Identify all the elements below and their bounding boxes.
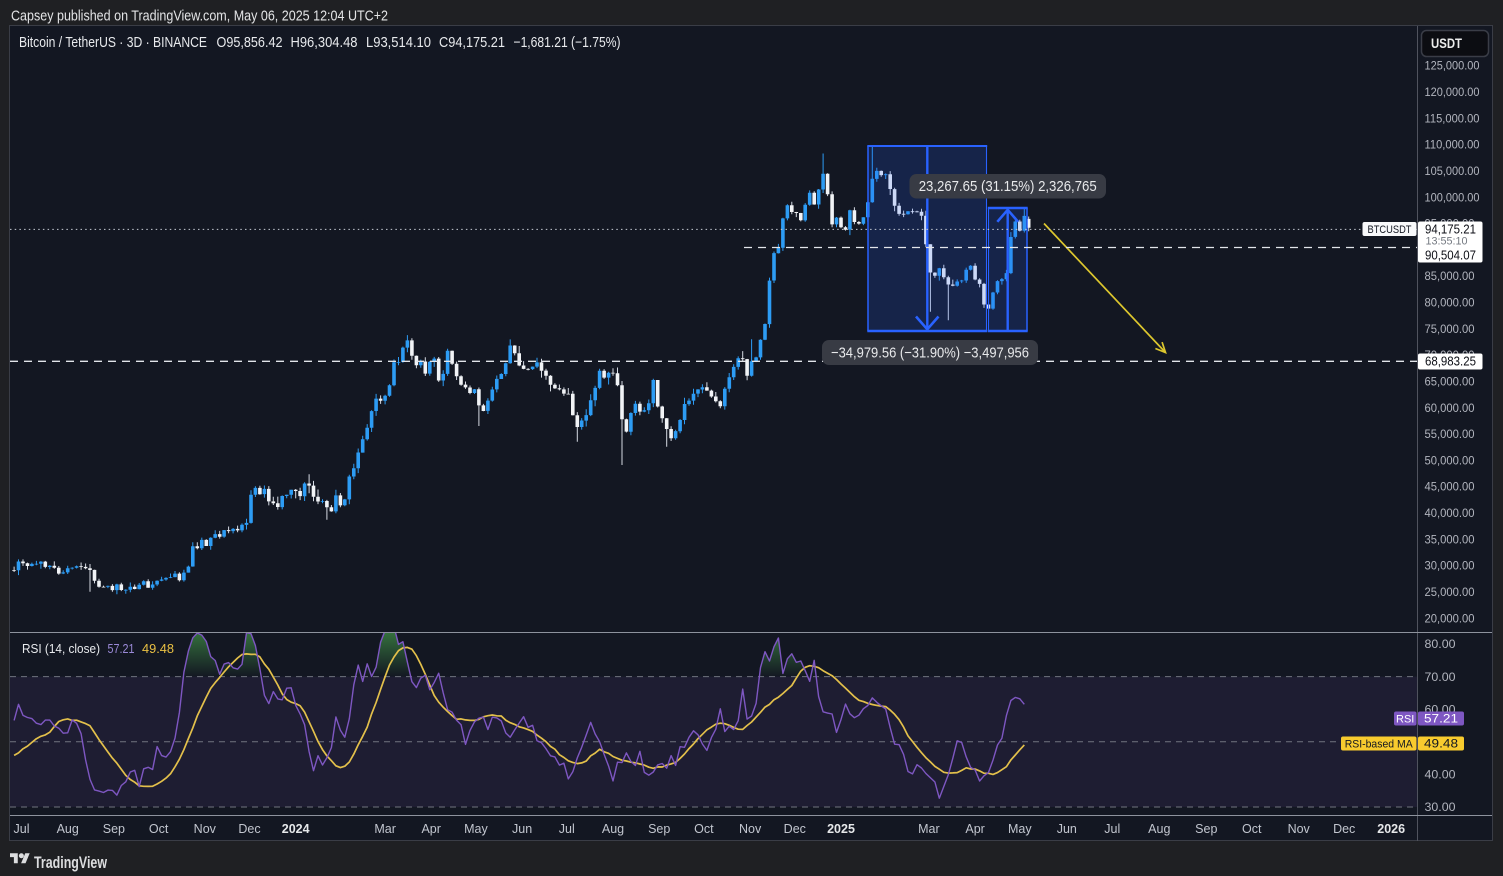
svg-text:125,000.00: 125,000.00 [1425, 59, 1480, 73]
svg-text:Nov: Nov [1288, 822, 1311, 836]
svg-text:Sep: Sep [648, 822, 670, 836]
svg-text:Jul: Jul [1104, 822, 1120, 836]
svg-text:May: May [1008, 822, 1032, 836]
svg-text:65,000.00: 65,000.00 [1425, 375, 1475, 389]
svg-text:2025: 2025 [827, 822, 855, 836]
svg-text:USDT: USDT [1431, 35, 1462, 51]
svg-text:Jul: Jul [559, 822, 575, 836]
svg-text:2026: 2026 [1377, 822, 1405, 836]
svg-text:Bitcoin / TetherUS · 3D · BINA: Bitcoin / TetherUS · 3D · BINANCE [19, 35, 207, 51]
svg-text:Oct: Oct [694, 822, 714, 836]
svg-text:110,000.00: 110,000.00 [1425, 138, 1480, 152]
svg-text:RSI: RSI [1396, 714, 1414, 726]
svg-text:Dec: Dec [784, 822, 806, 836]
svg-text:49.48: 49.48 [1424, 739, 1458, 751]
svg-text:Apr: Apr [421, 822, 440, 836]
svg-text:Dec: Dec [1333, 822, 1355, 836]
svg-text:90,504.07: 90,504.07 [1425, 247, 1476, 262]
svg-text:C94,175.21: C94,175.21 [439, 35, 505, 51]
svg-text:75,000.00: 75,000.00 [1425, 322, 1475, 336]
svg-text:TradingView: TradingView [34, 854, 107, 872]
svg-text:13:55:10: 13:55:10 [1426, 235, 1468, 247]
svg-text:105,000.00: 105,000.00 [1425, 164, 1480, 178]
svg-text:115,000.00: 115,000.00 [1425, 111, 1480, 125]
svg-text:30.00: 30.00 [1425, 800, 1456, 814]
svg-text:Mar: Mar [918, 822, 940, 836]
svg-text:85,000.00: 85,000.00 [1425, 269, 1475, 283]
svg-text:RSI (14, close): RSI (14, close) [22, 642, 100, 656]
svg-text:Capsey published on TradingVie: Capsey published on TradingView.com, May… [11, 8, 388, 25]
svg-text:Aug: Aug [57, 822, 79, 836]
svg-text:94,175.21: 94,175.21 [1425, 221, 1476, 236]
svg-text:100,000.00: 100,000.00 [1425, 190, 1480, 204]
svg-text:2024: 2024 [282, 822, 310, 836]
svg-text:35,000.00: 35,000.00 [1425, 532, 1475, 546]
svg-text:60,000.00: 60,000.00 [1425, 401, 1475, 415]
svg-text:BTCUSDT: BTCUSDT [1368, 224, 1412, 236]
svg-text:49.48: 49.48 [142, 642, 174, 656]
svg-text:H96,304.48: H96,304.48 [291, 35, 358, 51]
svg-text:Aug: Aug [1148, 822, 1170, 836]
svg-text:L93,514.10: L93,514.10 [366, 35, 431, 51]
svg-text:30,000.00: 30,000.00 [1425, 559, 1475, 573]
svg-text:O95,856.42: O95,856.42 [217, 35, 283, 51]
svg-text:70.00: 70.00 [1425, 670, 1456, 684]
svg-text:120,000.00: 120,000.00 [1425, 85, 1480, 99]
svg-text:40,000.00: 40,000.00 [1425, 506, 1475, 520]
svg-text:80,000.00: 80,000.00 [1425, 296, 1475, 310]
svg-text:25,000.00: 25,000.00 [1425, 585, 1475, 599]
svg-text:−1,681.21 (−1.75%): −1,681.21 (−1.75%) [514, 35, 621, 51]
svg-text:Jun: Jun [512, 822, 532, 836]
svg-text:50,000.00: 50,000.00 [1425, 453, 1475, 467]
svg-text:Mar: Mar [374, 822, 396, 836]
svg-text:−34,979.56 (−31.90%) −3,497,95: −34,979.56 (−31.90%) −3,497,956 [831, 345, 1029, 362]
svg-text:57.21: 57.21 [108, 642, 135, 656]
svg-text:68,983.25: 68,983.25 [1425, 354, 1476, 369]
svg-text:55,000.00: 55,000.00 [1425, 427, 1475, 441]
svg-text:45,000.00: 45,000.00 [1425, 480, 1475, 494]
svg-text:80.00: 80.00 [1425, 637, 1456, 651]
svg-text:RSI-based MA: RSI-based MA [1345, 739, 1414, 751]
svg-text:May: May [464, 822, 488, 836]
svg-text:Oct: Oct [149, 822, 169, 836]
svg-text:Sep: Sep [1195, 822, 1217, 836]
svg-text:Apr: Apr [965, 822, 984, 836]
svg-text:Jun: Jun [1057, 822, 1077, 836]
svg-text:Oct: Oct [1242, 822, 1262, 836]
svg-text:Jul: Jul [14, 822, 30, 836]
svg-text:Dec: Dec [238, 822, 260, 836]
svg-text:20,000.00: 20,000.00 [1425, 611, 1475, 625]
svg-text:40.00: 40.00 [1425, 768, 1456, 782]
svg-text:Sep: Sep [103, 822, 125, 836]
svg-text:57.21: 57.21 [1424, 714, 1458, 726]
svg-text:Nov: Nov [194, 822, 217, 836]
svg-text:23,267.65 (31.15%) 2,326,765: 23,267.65 (31.15%) 2,326,765 [919, 178, 1097, 195]
svg-text:Aug: Aug [602, 822, 624, 836]
svg-text:Nov: Nov [739, 822, 762, 836]
